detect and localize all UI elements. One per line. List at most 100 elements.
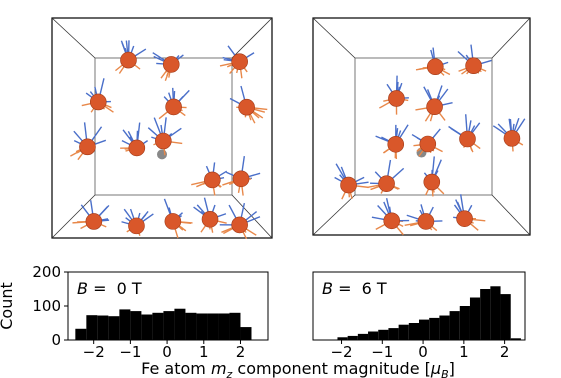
frame-edge	[51, 17, 96, 59]
x-axis-label: Fe atom mz component magnitude [μB]	[141, 359, 455, 378]
bar	[97, 315, 109, 340]
frame-edge	[491, 17, 531, 59]
annotation-rest: = 6 T	[333, 279, 387, 298]
atom	[128, 217, 145, 235]
x-tick-label: 2	[500, 343, 510, 361]
atom	[201, 210, 219, 228]
bar	[500, 294, 511, 340]
label-part: m	[211, 359, 227, 378]
frame	[312, 17, 531, 236]
bar	[480, 289, 491, 340]
bar	[141, 314, 153, 340]
axes-frame	[312, 271, 526, 341]
bar	[119, 309, 131, 340]
bar	[174, 308, 186, 340]
bar	[490, 286, 501, 340]
atom	[89, 93, 107, 111]
frame-edge	[491, 194, 531, 236]
label-part: z	[226, 368, 233, 378]
bar	[240, 327, 252, 340]
bar	[510, 338, 521, 340]
frame-edge	[312, 17, 356, 59]
crystal-renderings	[51, 17, 531, 240]
x-tick-label: −1	[371, 343, 393, 361]
x-tick-label: 1	[199, 343, 209, 361]
bar	[429, 317, 440, 340]
bar	[408, 323, 419, 340]
bar	[75, 328, 87, 340]
y-tick-label: 200	[32, 263, 61, 281]
label-part: Fe atom	[141, 359, 211, 378]
atom	[465, 57, 482, 75]
atom	[419, 135, 437, 153]
bar	[207, 313, 219, 340]
annotation-rest: = 0 T	[88, 279, 142, 298]
atom	[204, 171, 221, 189]
label-part: μ	[430, 359, 441, 378]
atom	[232, 170, 250, 188]
bar	[378, 329, 389, 340]
annotation: B = 0 T	[77, 279, 142, 298]
x-tick-label: 0	[162, 343, 172, 361]
label-part: ]	[449, 359, 455, 378]
atom	[85, 213, 103, 230]
bar	[86, 315, 98, 340]
x-tick-label: −2	[330, 343, 352, 361]
label-part: B	[441, 368, 449, 378]
bar	[347, 335, 358, 340]
bar	[163, 311, 175, 340]
y-tick-label: 0	[51, 331, 61, 349]
atom	[503, 130, 521, 147]
atom	[128, 139, 146, 157]
annotation-var: B	[322, 279, 333, 298]
bar	[152, 312, 164, 340]
bar	[108, 316, 120, 340]
x-tick-label: 2	[236, 343, 246, 361]
x-tick-label: −2	[83, 343, 105, 361]
bar	[398, 324, 409, 340]
bar	[130, 311, 142, 340]
annotation-var: B	[77, 279, 88, 298]
x-tick-label: −1	[119, 343, 141, 361]
atom	[238, 98, 255, 116]
frame-back	[354, 57, 493, 196]
atom	[231, 216, 248, 234]
atom	[162, 56, 180, 73]
bar	[337, 337, 348, 340]
atom	[426, 58, 444, 75]
atom	[120, 51, 137, 69]
atom	[426, 98, 443, 116]
atom	[165, 98, 182, 116]
bar	[419, 319, 430, 340]
x-tick-label: 0	[418, 343, 428, 361]
bar	[469, 297, 481, 340]
annotation: B = 6 T	[322, 279, 387, 298]
frame-edge	[51, 194, 96, 239]
atom	[164, 213, 182, 230]
x-tick-label: 1	[459, 343, 469, 361]
frame	[51, 17, 273, 239]
frame-edge	[231, 17, 273, 59]
atom	[79, 138, 96, 156]
label-part: component magnitude [	[232, 359, 431, 378]
y-axis-label: Count	[0, 282, 16, 330]
atom	[155, 132, 172, 150]
bar	[218, 313, 230, 340]
bar	[388, 328, 399, 340]
atom	[383, 212, 401, 230]
bar	[185, 312, 197, 340]
bar	[357, 333, 369, 340]
atom	[388, 90, 405, 107]
y-tick-label: 100	[32, 297, 61, 315]
atom	[423, 173, 441, 191]
bar	[368, 331, 379, 340]
atom	[378, 175, 395, 192]
atom	[231, 53, 248, 70]
frame-edge	[312, 194, 356, 236]
atom	[459, 130, 476, 148]
bar	[459, 306, 470, 340]
atom	[417, 213, 435, 230]
bar	[439, 315, 450, 340]
atom	[456, 210, 473, 227]
